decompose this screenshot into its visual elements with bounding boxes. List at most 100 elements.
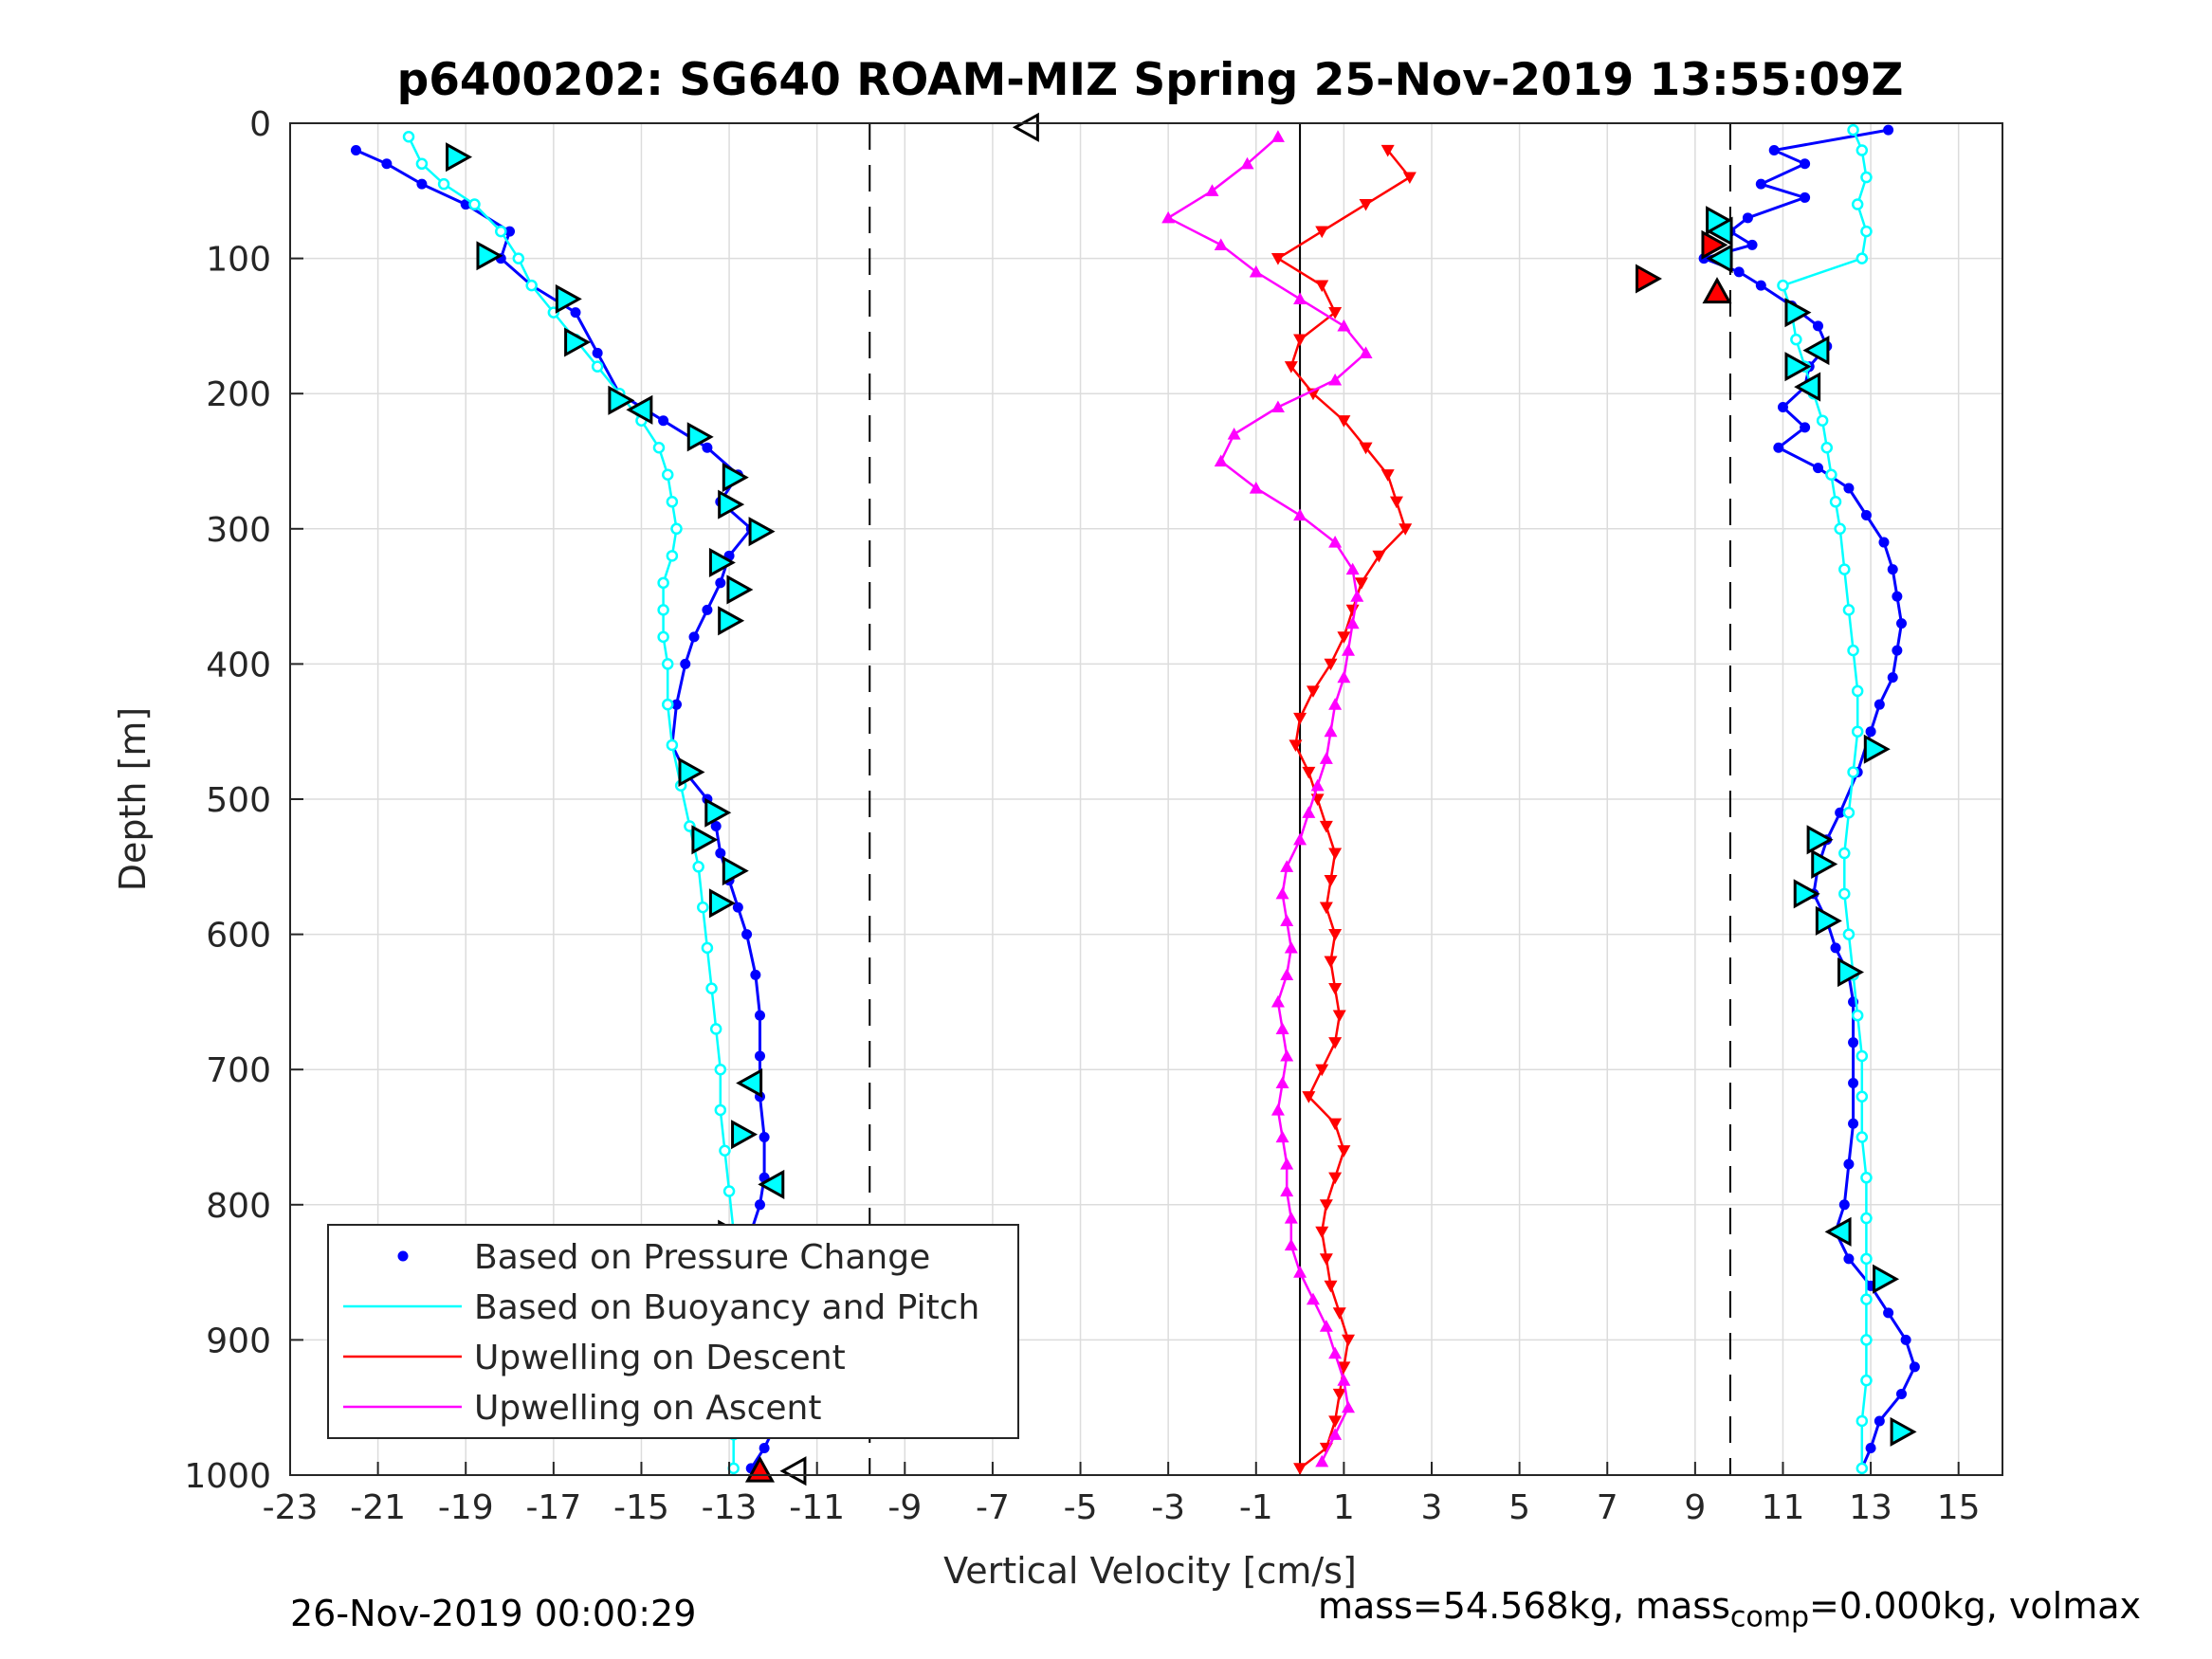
data-point — [1328, 1037, 1343, 1049]
series-based-on-buoyancy-and-pitch-descent — [402, 131, 744, 1475]
turn-marker — [1784, 352, 1812, 382]
data-point — [1843, 483, 1855, 494]
data-point — [750, 969, 761, 980]
data-point — [1280, 1048, 1294, 1062]
x-tick-label: 13 — [1849, 1488, 1892, 1527]
data-point — [1284, 1212, 1298, 1224]
data-point — [1874, 699, 1885, 710]
data-point — [1359, 442, 1373, 455]
data-point — [666, 738, 679, 752]
legend-label: Based on Buoyancy and Pitch — [474, 1288, 979, 1327]
data-point — [1887, 564, 1898, 575]
data-point — [504, 226, 516, 237]
data-point — [402, 131, 415, 143]
data-point — [666, 496, 679, 508]
x-tick-label: 15 — [1937, 1488, 1981, 1527]
data-point — [1337, 1361, 1351, 1374]
data-point — [702, 604, 713, 615]
data-point — [722, 1185, 736, 1197]
data-point — [692, 861, 704, 873]
y-tick-label: 1000 — [184, 1457, 271, 1496]
data-point — [715, 848, 726, 859]
turn-marker — [1701, 229, 1728, 260]
data-point — [1345, 616, 1360, 629]
data-point — [661, 468, 674, 482]
data-point — [714, 1063, 727, 1076]
x-tick-label: -19 — [438, 1488, 494, 1527]
data-point — [1293, 712, 1307, 725]
x-tick-label: 7 — [1597, 1488, 1618, 1527]
data-point — [1328, 373, 1343, 386]
data-point — [1280, 1184, 1294, 1197]
data-point — [1337, 670, 1351, 684]
data-point — [1389, 496, 1403, 509]
x-tick-label: -1 — [1239, 1488, 1273, 1527]
data-point — [1328, 307, 1343, 319]
turn-marker — [476, 241, 503, 271]
data-point — [1773, 442, 1784, 453]
data-point — [1342, 1400, 1356, 1413]
data-point — [1860, 1334, 1873, 1346]
data-point — [1842, 807, 1856, 819]
data-point — [1293, 1463, 1307, 1475]
data-point — [1280, 1158, 1294, 1170]
turn-marker — [1837, 957, 1865, 988]
data-point — [1319, 902, 1333, 915]
data-point — [1359, 198, 1373, 211]
data-point — [1328, 1118, 1343, 1131]
x-tick-label: -11 — [789, 1488, 845, 1527]
data-point — [350, 145, 361, 156]
y-tick-label: 400 — [206, 646, 271, 684]
data-point — [1838, 1199, 1850, 1211]
data-point — [1271, 1103, 1285, 1116]
chart-title: p6400202: SG640 ROAM-MIZ Spring 25-Nov-2… — [397, 54, 1904, 106]
data-point — [1856, 144, 1869, 156]
legend: Based on Pressure Change Based on Buoyanc… — [327, 1224, 1019, 1439]
data-point — [1319, 752, 1333, 764]
data-point — [732, 902, 743, 913]
turn-marker — [758, 1169, 785, 1199]
data-point — [1874, 1415, 1885, 1427]
data-point — [1275, 1130, 1289, 1143]
y-tick-label: 800 — [206, 1187, 271, 1226]
data-point — [1790, 333, 1802, 346]
legend-label: Upwelling on Descent — [474, 1339, 846, 1377]
data-point — [512, 252, 525, 264]
data-point — [1332, 1388, 1346, 1401]
series-upwelling-on-ascent-ascent — [1161, 130, 1373, 1468]
mass-text: mass=54.568kg, mass — [1318, 1585, 1730, 1627]
data-point — [1742, 212, 1753, 224]
data-point — [1271, 253, 1285, 265]
turn-marker — [731, 1120, 759, 1150]
turn-marker — [708, 547, 736, 577]
data-point — [1856, 1462, 1869, 1475]
x-tick-label: 11 — [1762, 1488, 1805, 1527]
data-point — [591, 360, 604, 373]
data-point — [1249, 482, 1263, 494]
data-point — [437, 177, 450, 191]
data-point — [661, 658, 674, 670]
turn-marker — [722, 856, 749, 886]
data-point — [1900, 1334, 1911, 1345]
turn-marker — [718, 489, 745, 520]
data-point — [1860, 171, 1873, 184]
x-axis-label: Vertical Velocity [cm/s] — [943, 1550, 1357, 1592]
turn-marker — [1702, 277, 1732, 304]
y-axis-ticks: 0 100 200 300 400 500 600 700 800 900 1000 — [184, 105, 303, 1496]
turn-marker — [1824, 1216, 1852, 1247]
data-point — [1851, 725, 1864, 738]
x-tick-label: -17 — [525, 1488, 581, 1527]
x-tick-label: 1 — [1333, 1488, 1355, 1527]
y-tick-label: 700 — [206, 1051, 271, 1090]
data-point — [1284, 361, 1298, 374]
data-point — [1851, 684, 1864, 698]
data-point — [1860, 1293, 1873, 1305]
data-point — [1328, 848, 1343, 861]
data-point — [1848, 1037, 1859, 1048]
turn-marker — [564, 327, 592, 357]
data-point — [1848, 1118, 1859, 1129]
data-point — [1271, 994, 1285, 1008]
data-point — [1800, 422, 1811, 433]
data-point — [1342, 644, 1356, 656]
turn-marker — [1784, 298, 1812, 328]
